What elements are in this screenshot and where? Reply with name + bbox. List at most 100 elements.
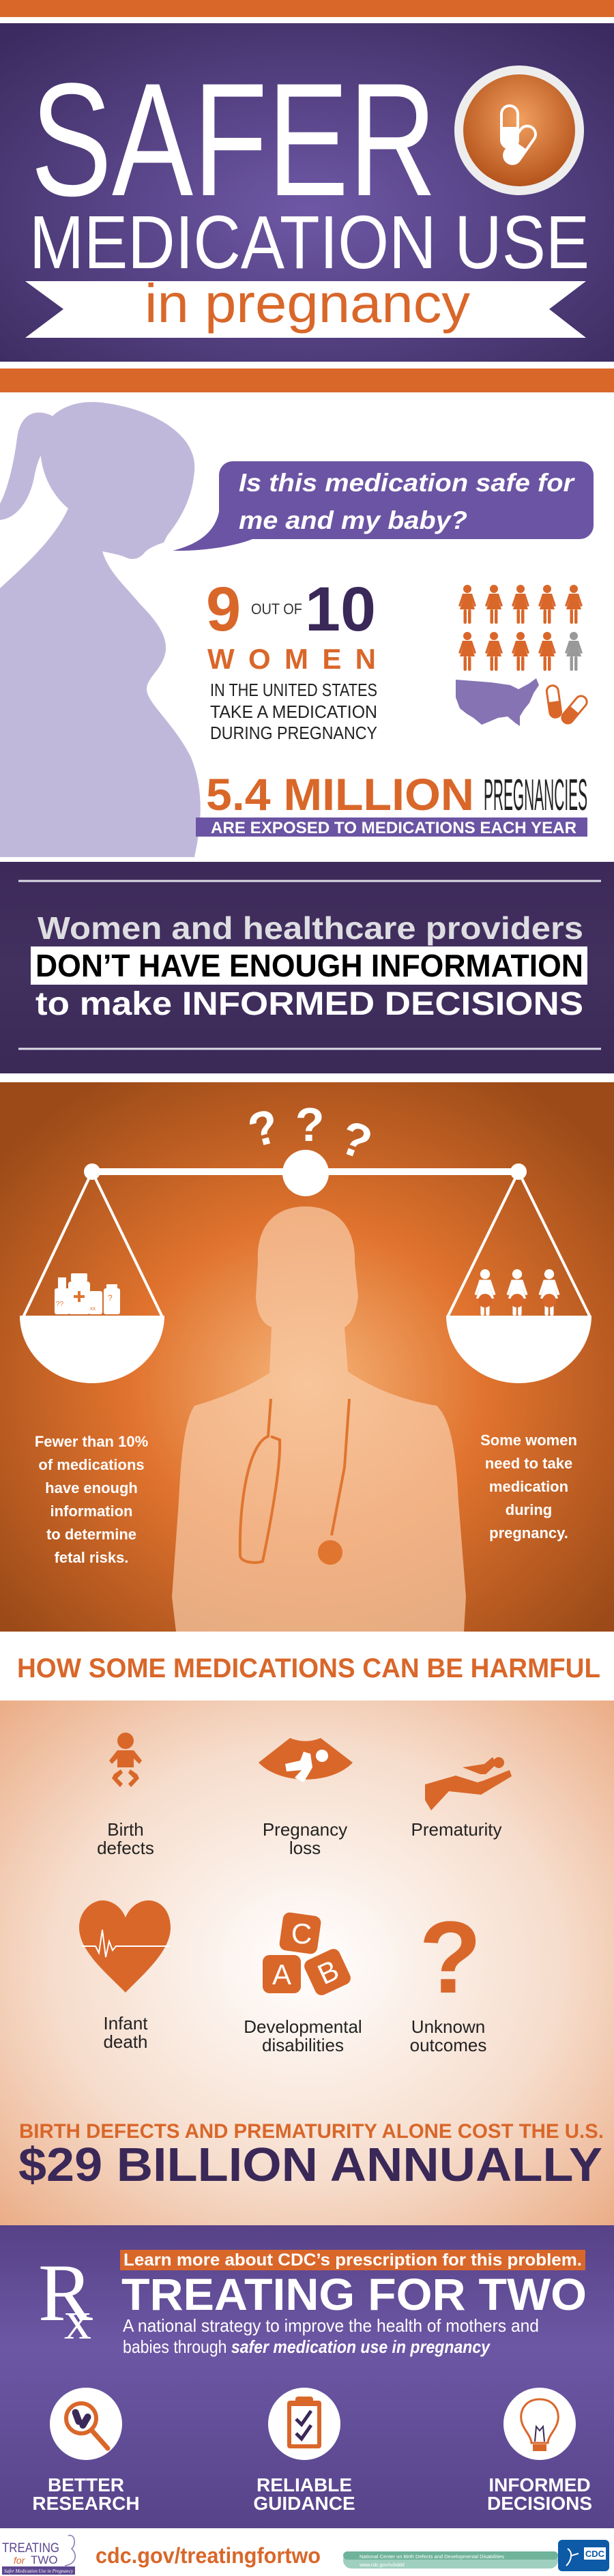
harm-label: death — [103, 2031, 147, 2052]
left-text-line: information — [50, 1503, 133, 1520]
learn-more-text: Learn more about CDC’s prescription for … — [123, 2251, 582, 2270]
harm-label: Prematurity — [411, 1819, 502, 1840]
desc-italic: safer medication use in pregnancy — [231, 2336, 491, 2357]
bottle-mark-3: xx — [90, 1305, 96, 1312]
woman-icon-grey — [565, 632, 583, 671]
rx-r: R — [38, 2247, 93, 2338]
bottle-mark-2: ? — [108, 1293, 113, 1303]
logo-treating: TREATING — [2, 2541, 59, 2556]
stat-desc-line-3: DURING PREGNANCY — [210, 723, 377, 743]
ncbddd-url[interactable]: www.cdc.gov/ncbddd — [359, 2563, 405, 2568]
cdc-logo: CDC — [558, 2540, 609, 2571]
banner-line-2: DON’T HAVE ENOUGH INFORMATION — [35, 948, 583, 983]
logo-for: for — [14, 2555, 26, 2566]
question-line-1: Is this medication safe for — [239, 469, 576, 497]
treating-for-two-logo: TREATING for TWO Safer Medication Use in… — [2, 2534, 76, 2575]
footer: TREATING for TWO Safer Medication Use in… — [0, 2528, 614, 2576]
women-icon-grid — [458, 585, 583, 671]
logo-tagline: Safer Medication Use in Pregnancy — [4, 2568, 74, 2574]
harm-label: Infant — [103, 2013, 148, 2034]
baby-in-womb-icon — [542, 1294, 556, 1307]
stat-desc-line-1: IN THE UNITED STATES — [210, 680, 377, 700]
pillar-label: RELIABLE — [257, 2474, 352, 2495]
question-mark-icon: ? — [419, 1900, 482, 2014]
subtitle-in-pregnancy: in pregnancy — [145, 273, 470, 334]
woman-icon-highlighted — [485, 585, 503, 624]
left-text-line: of medications — [38, 1456, 144, 1473]
banner-line-3: to make INFORMED DECISIONS — [35, 986, 583, 1022]
woman-icon-highlighted — [538, 585, 556, 624]
footer-url-link[interactable]: cdc.gov/treatingfortwo — [96, 2543, 321, 2568]
harm-label: Unknown — [411, 2016, 485, 2037]
stat-million: 5.4 MILLION — [206, 769, 474, 820]
harm-label: outcomes — [410, 2035, 487, 2055]
block-letter-c: C — [291, 1917, 312, 1950]
stat-exposed: ARE EXPOSED TO MEDICATIONS EACH YEAR — [211, 819, 576, 837]
exposed-bar — [196, 817, 587, 837]
baby-icon — [109, 1733, 142, 1787]
clipboard-check-icon — [268, 2388, 340, 2460]
medicine-bottles-icon: ?? ? xx — [55, 1273, 120, 1314]
harm-label: defects — [97, 1838, 154, 1858]
rx-symbol-icon: Rx — [38, 2247, 93, 2351]
stethoscope-icon — [238, 1398, 351, 1565]
stat-pregnancies: PREGNANCIES — [484, 770, 587, 820]
woman-icon-highlighted — [458, 632, 476, 671]
harm-label: Developmental — [244, 2016, 362, 2037]
subtitle-ribbon — [25, 281, 586, 338]
stat-out-of: OUT OF — [251, 600, 302, 618]
woman-icon-highlighted — [512, 585, 529, 624]
speech-bubble: Is this medication safe for me and my ba… — [173, 461, 594, 551]
right-text-line: medication — [489, 1478, 568, 1495]
left-text-line: have enough — [45, 1479, 138, 1496]
scale-section: ??? ?? ? xx Fewer than 10% of medications… — [0, 1082, 614, 1632]
rx-x: x — [64, 2291, 91, 2351]
right-text-line: Some women — [480, 1432, 577, 1449]
question-line-2: me and my baby? — [239, 506, 467, 534]
stat-nine: 9 — [206, 575, 241, 644]
header: SAFER MEDICATION USE in pregnancy — [0, 0, 614, 392]
banner-line-1: Women and healthcare providers — [38, 910, 583, 946]
block-letter-a: A — [272, 1958, 291, 1991]
right-scale-pan — [446, 1316, 591, 1383]
cost-line-2: $29 BILLION ANNUALLY — [18, 2138, 602, 2191]
left-scale-pan — [20, 1316, 164, 1383]
ncbddd-banner: National Center on Birth Defects and Dev… — [343, 2551, 558, 2568]
ncbddd-name: National Center on Birth Defects and Dev… — [360, 2555, 505, 2560]
header-bottom-stripe — [0, 368, 614, 392]
balance-scale-icon — [20, 1150, 591, 1383]
woman-icon-highlighted — [458, 585, 476, 624]
learn-more-highlight — [120, 2250, 585, 2270]
harms-heading: HOW SOME MEDICATIONS CAN BE HARMFUL — [17, 1653, 600, 1683]
pillar-label: BETTER — [48, 2474, 124, 2495]
right-text-line: need to take — [485, 1455, 572, 1472]
left-text-line: to determine — [46, 1526, 136, 1543]
harm-label: loss — [289, 1838, 321, 1858]
title-safer: SAFER — [31, 50, 437, 230]
stat-women: WOMEN — [207, 643, 376, 675]
cost-line-1: BIRTH DEFECTS AND PREMATURITY ALONE COST… — [19, 2120, 604, 2143]
treating-desc-line-1: A national strategy to improve the healt… — [123, 2315, 539, 2336]
stat-ten: 10 — [305, 575, 376, 644]
lightbulb-icon — [503, 2388, 576, 2460]
hand-holding-baby-icon — [425, 1757, 512, 1810]
pillar-label: INFORMED — [488, 2474, 590, 2495]
woman-icon-highlighted — [538, 632, 556, 671]
pills-icon — [544, 684, 591, 727]
banner-highlight-box — [31, 946, 587, 985]
harm-label: Birth — [107, 1819, 143, 1840]
treating-section: Rx Learn more about CDC’s prescription f… — [0, 2225, 614, 2528]
question-mark-2: ? — [295, 1098, 325, 1151]
doctor-silhouette — [172, 1206, 466, 1632]
question-marks: ??? — [243, 1098, 379, 1170]
stats-section: Is this medication safe for me and my ba… — [0, 402, 594, 857]
right-text-line: pregnancy. — [489, 1524, 568, 1542]
treating-title: TREATING FOR TWO — [121, 2269, 587, 2319]
right-text-line: during — [506, 1501, 552, 1518]
abc-blocks-icon: C A B — [263, 1912, 351, 1995]
information-banner: Women and healthcare providers DON’T HAV… — [0, 862, 614, 1073]
ultrasound-icon — [259, 1738, 353, 1782]
